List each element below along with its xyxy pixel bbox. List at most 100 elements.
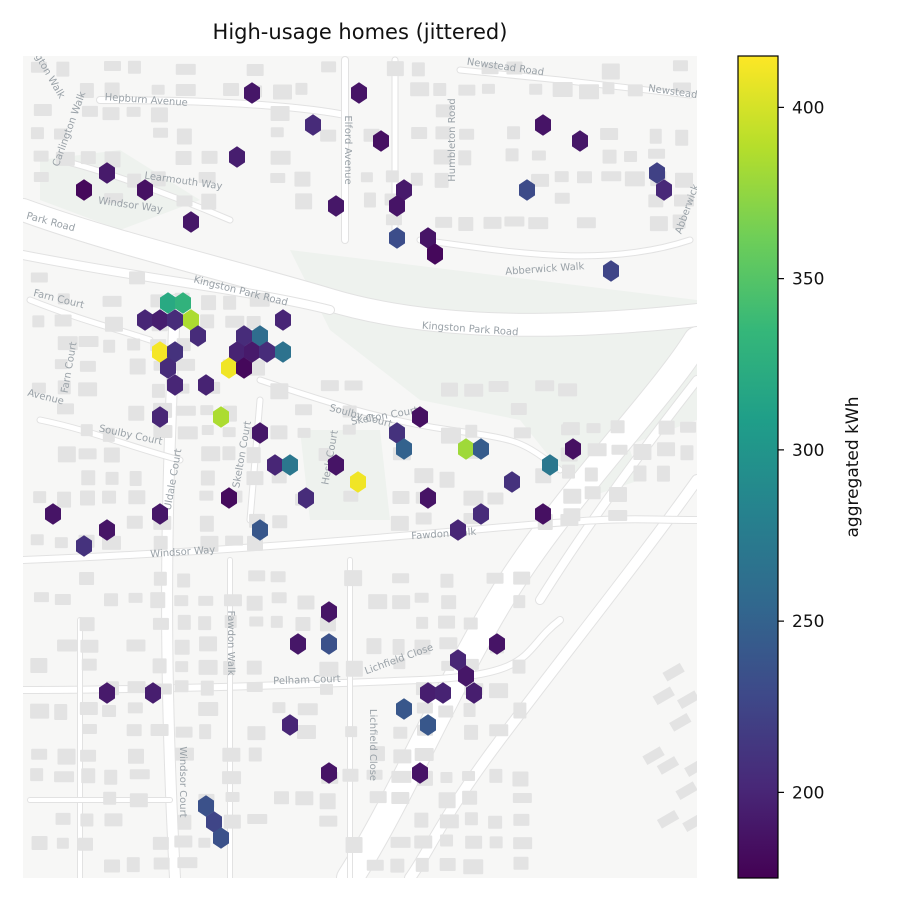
- hex-cell: [321, 762, 337, 784]
- hex-cell: [373, 130, 389, 152]
- hex-cell: [76, 179, 92, 201]
- road: [257, 377, 563, 473]
- hex-cell: [290, 633, 306, 655]
- hex-cell: [175, 292, 191, 314]
- hex-cell: [206, 811, 222, 833]
- hex-cell: [396, 179, 412, 201]
- hex-cell: [535, 503, 551, 525]
- hex-cell: [137, 179, 153, 201]
- hex-cell: [473, 438, 489, 460]
- street-label: Humbleton Road: [447, 98, 458, 182]
- hex-cell: [328, 454, 344, 476]
- hex-cell: [244, 341, 260, 363]
- colorbar-tick-label: 350: [792, 270, 824, 290]
- hex-cell: [145, 682, 161, 704]
- road: [536, 376, 697, 604]
- hex-cell: [45, 503, 61, 525]
- hex-cell: [656, 179, 672, 201]
- hex-cell: [213, 406, 229, 428]
- hex-cell: [183, 211, 199, 233]
- hex-cell: [198, 795, 214, 817]
- hex-cell: [519, 179, 535, 201]
- hex-cell: [183, 309, 199, 331]
- street-label: Windsor Court: [177, 746, 188, 817]
- hex-cell: [603, 260, 619, 282]
- road: [27, 297, 153, 343]
- hex-cell: [435, 682, 451, 704]
- hex-cell: [412, 406, 428, 428]
- hex-cell: [152, 406, 168, 428]
- street-label: Elford Avenue: [342, 115, 353, 184]
- hex-cell: [221, 487, 237, 509]
- hex-cell: [236, 357, 252, 379]
- hex-cell: [244, 82, 260, 104]
- chart-title: High-usage homes (jittered): [212, 20, 508, 44]
- hex-cell: [160, 357, 176, 379]
- hex-cell: [267, 454, 283, 476]
- hex-cell: [167, 374, 183, 396]
- hex-cell: [389, 422, 405, 444]
- hex-cell: [198, 374, 214, 396]
- street-label: Lichfield Close: [367, 709, 378, 781]
- colorbar-tick-label: 200: [792, 783, 824, 803]
- hex-cell: [152, 503, 168, 525]
- park-area: [40, 150, 200, 230]
- hex-cell: [389, 227, 405, 249]
- hex-cell: [229, 341, 245, 363]
- hex-cell: [420, 227, 436, 249]
- hex-cell: [427, 243, 443, 265]
- hex-cell: [137, 309, 153, 331]
- colorbar-tick-label: 250: [792, 612, 824, 632]
- hex-cell: [565, 438, 581, 460]
- hex-cell: [298, 487, 314, 509]
- hex-cell: [396, 438, 412, 460]
- road: [97, 97, 348, 118]
- street-label: Fawdon Walk: [225, 610, 236, 675]
- hex-cell: [535, 114, 551, 136]
- colorbar-tick-label: 300: [792, 441, 824, 461]
- hex-cell: [252, 519, 268, 541]
- hex-cell: [152, 341, 168, 363]
- road: [23, 251, 334, 314]
- hex-cell: [321, 601, 337, 623]
- hex-cell: [99, 162, 115, 184]
- hex-cell: [152, 309, 168, 331]
- hex-cell: [450, 519, 466, 541]
- hex-cell: [412, 762, 428, 784]
- hex-cell: [221, 357, 237, 379]
- colorbar-label: aggregated kWh: [843, 396, 863, 537]
- hex-cell: [489, 633, 505, 655]
- hex-cell: [190, 325, 206, 347]
- hex-cell: [160, 292, 176, 314]
- colorbar-tick-label: 400: [792, 98, 824, 118]
- hex-cell: [275, 341, 291, 363]
- hex-cell: [236, 325, 252, 347]
- hex-cell: [450, 649, 466, 671]
- hex-cell: [389, 195, 405, 217]
- hex-cell: [167, 309, 183, 331]
- hex-cell: [458, 665, 474, 687]
- hex-cell: [542, 454, 558, 476]
- hex-cell: [351, 82, 367, 104]
- hex-cell: [99, 519, 115, 541]
- hex-cell: [420, 682, 436, 704]
- hex-cell: [328, 195, 344, 217]
- colorbar-gradient: [737, 55, 779, 879]
- hex-cell: [305, 114, 321, 136]
- hex-cell: [259, 341, 275, 363]
- hex-cell: [466, 682, 482, 704]
- hex-cell: [504, 471, 520, 493]
- hex-cell: [282, 714, 298, 736]
- hex-cell: [99, 682, 115, 704]
- hexbin-layer: [45, 82, 672, 849]
- hex-cell: [252, 422, 268, 444]
- hex-cell: [473, 503, 489, 525]
- hex-cell: [350, 471, 366, 493]
- hex-cell: [572, 130, 588, 152]
- hex-cell: [649, 162, 665, 184]
- hex-cell: [282, 454, 298, 476]
- hex-cell: [275, 309, 291, 331]
- hex-cell: [252, 325, 268, 347]
